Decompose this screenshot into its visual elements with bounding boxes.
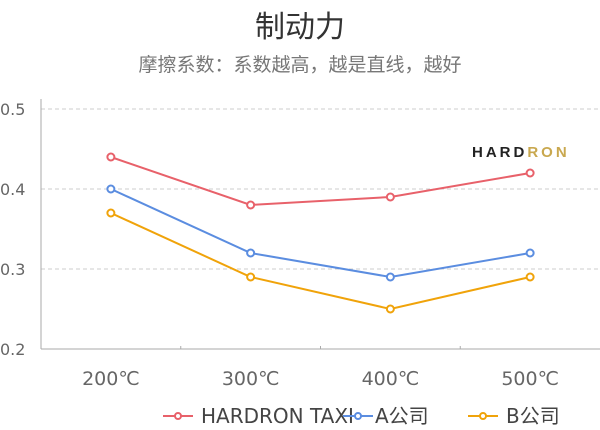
- chart-title: 制动力: [255, 10, 345, 45]
- data-point[interactable]: [246, 248, 256, 258]
- hardron-logo: HARDRON: [472, 144, 570, 161]
- y-tick-label: 0.4: [0, 180, 25, 199]
- data-point[interactable]: [385, 192, 395, 202]
- x-tick-label: 300℃: [222, 368, 280, 390]
- data-point[interactable]: [525, 168, 535, 178]
- y-tick-label: 0.3: [0, 260, 25, 279]
- legend-label[interactable]: A公司: [375, 404, 429, 428]
- data-point[interactable]: [106, 184, 116, 194]
- legend-label[interactable]: HARDRON TAXI: [201, 404, 354, 428]
- data-point[interactable]: [246, 272, 256, 282]
- data-point[interactable]: [385, 272, 395, 282]
- legend-marker-dot: [479, 412, 487, 420]
- x-tick-label: 200℃: [82, 368, 140, 390]
- legend-marker-dot: [354, 412, 362, 420]
- series-line: [110, 156, 531, 207]
- y-tick-label: 0.2: [0, 340, 25, 359]
- data-point[interactable]: [525, 248, 535, 258]
- series-line: [110, 188, 531, 279]
- legend-label[interactable]: B公司: [506, 404, 560, 428]
- data-point[interactable]: [525, 272, 535, 282]
- x-tick-label: 500℃: [501, 368, 559, 390]
- legend-marker-dot: [174, 412, 182, 420]
- data-point[interactable]: [106, 152, 116, 162]
- x-tick-label: 400℃: [362, 368, 420, 390]
- data-point[interactable]: [385, 304, 395, 314]
- data-point[interactable]: [106, 208, 116, 218]
- y-tick-label: 0.5: [0, 100, 25, 119]
- data-point[interactable]: [246, 200, 256, 210]
- chart-subtitle: 摩擦系数：系数越高，越是直线，越好: [138, 54, 462, 76]
- series-line: [110, 212, 531, 311]
